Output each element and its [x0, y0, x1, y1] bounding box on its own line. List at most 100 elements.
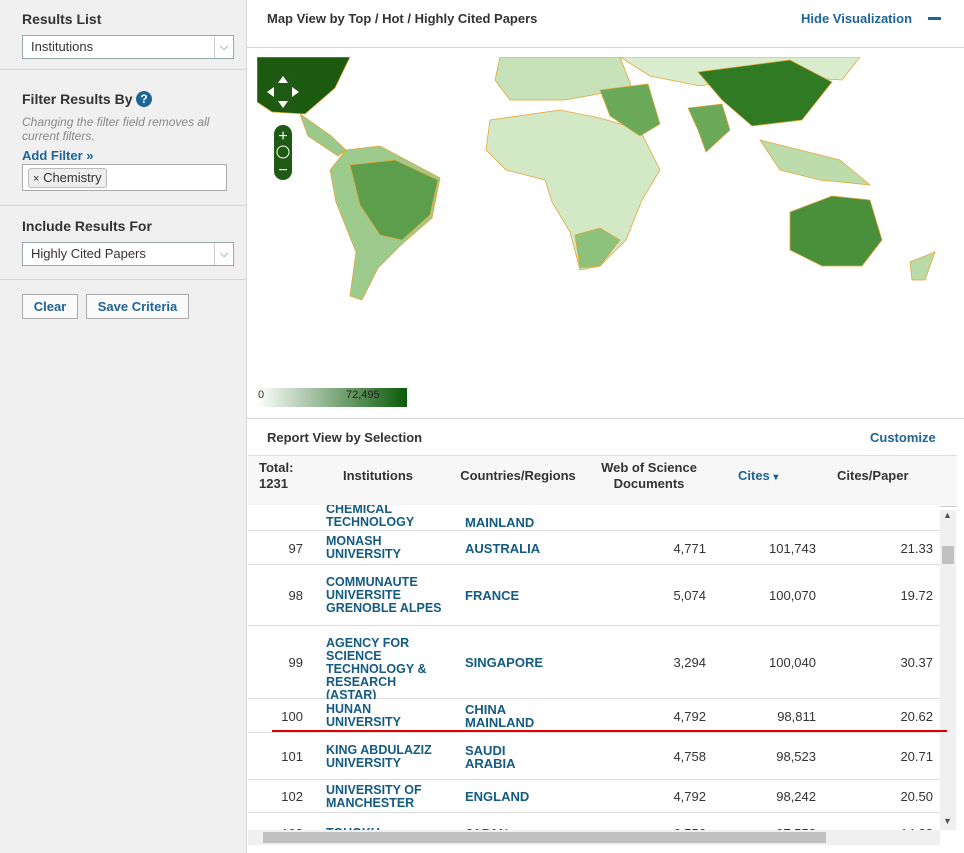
table-row: CHEMICAL TECHNOLOGY MAINLAND	[248, 505, 940, 531]
institution[interactable]: HUNAN UNIVERSITY	[326, 703, 446, 729]
country[interactable]: SINGAPORE	[465, 656, 555, 669]
institution[interactable]: MONASH UNIVERSITY	[326, 535, 446, 561]
cites-per-paper: 20.62	[838, 710, 933, 723]
documents: 4,758	[618, 750, 706, 763]
world-map: + −	[257, 57, 940, 302]
country[interactable]	[300, 114, 346, 156]
save-button[interactable]: Save Criteria	[86, 294, 189, 319]
select-value: Highly Cited Papers	[31, 246, 146, 261]
divider	[247, 47, 964, 48]
country[interactable]: CHINA MAINLAND	[465, 703, 555, 729]
scroll-down[interactable]: ▼	[943, 816, 952, 826]
filter-chip[interactable]: × Chemistry	[28, 168, 107, 188]
legend-bar	[257, 388, 407, 407]
vertical-scrollbar[interactable]: ▲ ▼	[940, 510, 956, 830]
rank: 97	[248, 542, 303, 555]
cites-per-paper: 20.50	[838, 790, 933, 803]
zoom-in[interactable]: +	[278, 128, 287, 145]
country[interactable]: FRANCE	[465, 589, 555, 602]
country[interactable]: MAINLAND	[465, 516, 555, 529]
cites: 100,070	[718, 589, 816, 602]
table-row: 103TOHOKUJAPAN6,55697,55214.88	[248, 813, 940, 830]
chevron: ⌵	[214, 243, 233, 265]
table-body: CHEMICAL TECHNOLOGY MAINLAND 97 MONASH UNIV…	[248, 505, 940, 830]
cites-per-paper: 20.71	[838, 750, 933, 763]
country[interactable]	[910, 252, 935, 280]
col-cites[interactable]: Cites ▾	[738, 468, 778, 483]
table-row: 99 AGENCY FOR SCIENCE TECHNOLOGY & RESEAR…	[248, 626, 940, 699]
clear-button[interactable]: Clear	[22, 294, 78, 319]
cites-label: Cites	[738, 468, 770, 483]
cites: 98,523	[718, 750, 816, 763]
report-title: Report View by Selection	[267, 430, 422, 445]
table-row: 97 MONASH UNIVERSITY AUSTRALIA 4,771 101,743…	[248, 531, 940, 565]
table-header: Total: 1231 Institutions Countries/Regio…	[248, 455, 957, 507]
col-institutions[interactable]: Institutions	[328, 468, 428, 483]
country[interactable]	[790, 196, 882, 266]
cites-per-paper: 21.33	[838, 542, 933, 555]
rank: 101	[248, 750, 303, 763]
country[interactable]	[760, 140, 870, 185]
table-row: 100 HUNAN UNIVERSITY CHINA MAINLAND 4,792 98…	[248, 699, 940, 733]
map-title: Map View by Top / Hot / Highly Cited Pap…	[267, 11, 537, 26]
add-filter[interactable]: Add Filter »	[22, 148, 94, 163]
institution[interactable]: CHEMICAL TECHNOLOGY	[326, 505, 446, 529]
institution[interactable]: KING ABDULAZIZ UNIVERSITY	[326, 744, 446, 770]
institution[interactable]: UNIVERSITY OF MANCHESTER	[326, 784, 446, 810]
hide-visualization[interactable]: Hide Visualization	[801, 11, 912, 26]
col-documents[interactable]: Web of Science Documents	[593, 460, 705, 492]
cites: 98,242	[718, 790, 816, 803]
table-row: 101 KING ABDULAZIZ UNIVERSITY SAUDI ARABIA…	[248, 733, 940, 780]
legend-max: 72,495	[346, 389, 380, 401]
filter-title: Filter Results By	[22, 91, 132, 107]
legend-min: 0	[258, 389, 264, 401]
documents: 4,771	[618, 542, 706, 555]
institution[interactable]: COMMUNAUTE UNIVERSITE GRENOBLE ALPES	[326, 576, 446, 615]
results-list-select[interactable]: Institutions ⌵	[22, 35, 234, 59]
institution[interactable]: AGENCY FOR SCIENCE TECHNOLOGY & RESEARCH…	[326, 637, 446, 702]
map-controls: + −	[266, 75, 300, 180]
rank: 98	[248, 589, 303, 602]
cites-per-paper: 30.37	[838, 656, 933, 669]
chevron: ⌵	[214, 36, 233, 58]
country[interactable]: ENGLAND	[465, 790, 555, 803]
chip-remove[interactable]: ×	[33, 173, 39, 185]
include-select[interactable]: Highly Cited Papers ⌵	[22, 242, 234, 266]
sort-icon: ▾	[773, 472, 778, 483]
highlight-underline	[272, 730, 947, 732]
cites: 101,743	[718, 542, 816, 555]
documents: 4,792	[618, 790, 706, 803]
country[interactable]	[486, 110, 660, 270]
horizontal-scrollbar[interactable]	[248, 830, 940, 845]
cites: 98,811	[718, 710, 816, 723]
col-countries[interactable]: Countries/Regions	[453, 468, 583, 483]
results-list-label: Results List	[22, 11, 101, 27]
filter-note: Changing the filter field removes all cu…	[22, 115, 234, 143]
customize[interactable]: Customize	[870, 430, 936, 445]
country[interactable]: SAUDI ARABIA	[465, 744, 555, 770]
filter-input[interactable]: × Chemistry	[22, 164, 227, 191]
documents: 3,294	[618, 656, 706, 669]
rank: 99	[248, 656, 303, 669]
chip-label: Chemistry	[43, 170, 102, 185]
documents: 4,792	[618, 710, 706, 723]
col-cites-per-paper[interactable]: Cites/Paper	[837, 468, 909, 483]
country[interactable]: AUSTRALIA	[465, 542, 555, 555]
total-label: Total:	[259, 460, 293, 475]
scroll-thumb[interactable]	[263, 832, 826, 843]
select-value: Institutions	[31, 39, 93, 54]
scroll-thumb[interactable]	[942, 546, 954, 564]
zoom-out[interactable]: −	[278, 162, 287, 179]
divider	[0, 69, 246, 70]
scroll-up[interactable]: ▲	[943, 510, 952, 520]
help-icon[interactable]: ?	[136, 91, 152, 107]
include-label: Include Results For	[22, 218, 152, 234]
cites: 100,040	[718, 656, 816, 669]
divider	[0, 205, 246, 206]
rank: 100	[248, 710, 303, 723]
country[interactable]	[688, 104, 730, 152]
table-row: 102UNIVERSITY OF MANCHESTERENGLAND4,7929…	[248, 780, 940, 813]
collapse-icon[interactable]	[928, 17, 941, 20]
documents: 5,074	[618, 589, 706, 602]
